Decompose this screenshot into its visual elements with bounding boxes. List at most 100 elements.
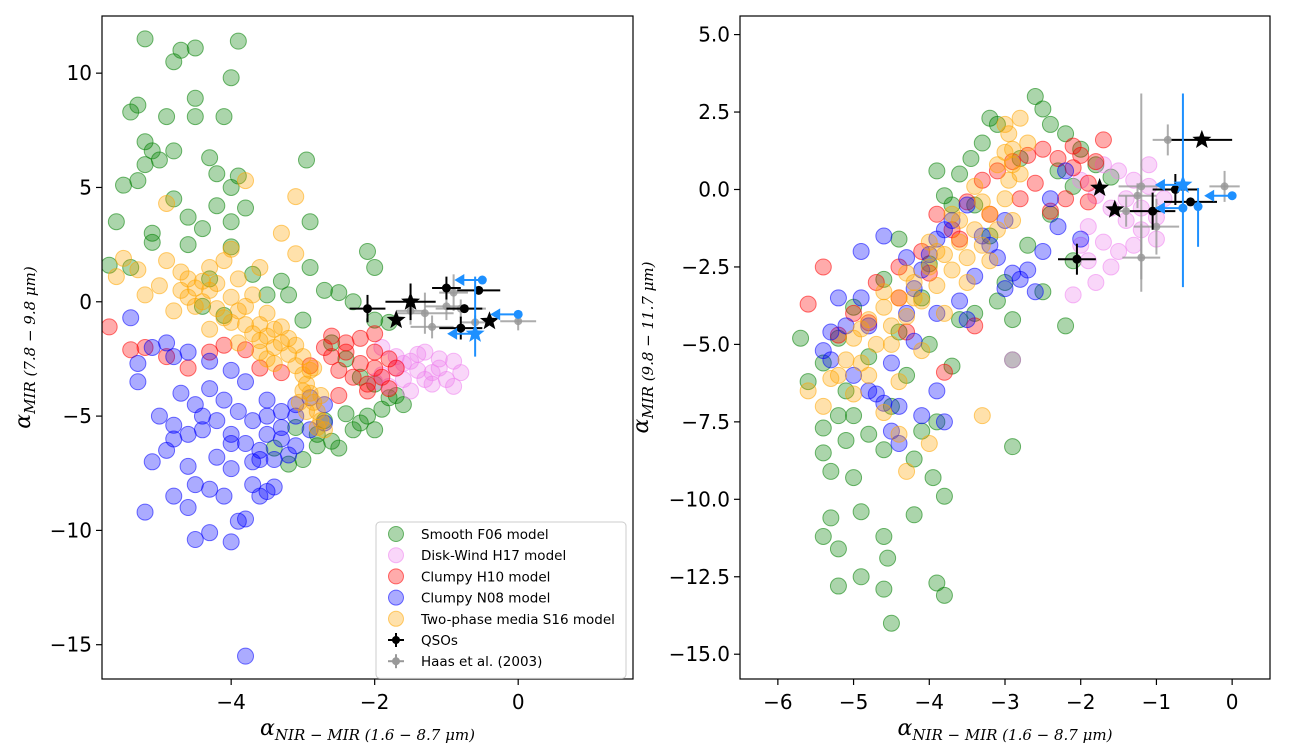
data-point bbox=[129, 355, 147, 373]
data-point bbox=[143, 142, 161, 160]
data-point bbox=[951, 233, 969, 251]
data-point bbox=[150, 151, 168, 169]
data-point bbox=[1041, 115, 1059, 133]
data-point bbox=[237, 341, 255, 359]
data-point bbox=[988, 221, 1006, 239]
data-point bbox=[222, 313, 240, 331]
data-point bbox=[882, 614, 900, 632]
data-point bbox=[129, 373, 147, 391]
data-point bbox=[387, 359, 405, 377]
data-point bbox=[1122, 207, 1131, 216]
data-point bbox=[222, 178, 240, 196]
data-point bbox=[222, 425, 240, 443]
legend-label: Haas et al. (2003) bbox=[421, 654, 542, 670]
legend-entry: QSOs bbox=[388, 633, 458, 649]
data-point bbox=[201, 343, 219, 361]
data-point bbox=[244, 325, 262, 343]
data-point bbox=[898, 462, 916, 480]
data-point bbox=[193, 293, 211, 311]
data-point bbox=[829, 366, 847, 384]
data-point bbox=[860, 382, 878, 400]
data-point bbox=[251, 343, 269, 361]
data-point bbox=[792, 329, 810, 347]
data-point bbox=[452, 364, 470, 382]
data-point bbox=[312, 387, 330, 405]
data-point bbox=[879, 549, 897, 567]
data-point bbox=[814, 444, 832, 462]
data-point bbox=[890, 435, 908, 453]
data-point bbox=[459, 304, 469, 314]
data-point bbox=[477, 275, 487, 285]
data-point bbox=[229, 403, 247, 421]
data-point bbox=[165, 142, 183, 160]
data-point bbox=[935, 586, 953, 604]
data-point bbox=[1087, 273, 1105, 291]
x-tick-label: 0 bbox=[1226, 690, 1239, 714]
data-point bbox=[150, 277, 168, 295]
data-point bbox=[1057, 190, 1075, 208]
data-point bbox=[258, 391, 276, 409]
data-point bbox=[294, 382, 312, 400]
data-point bbox=[935, 487, 953, 505]
y-tick-label: −7.5 bbox=[681, 410, 730, 434]
data-point bbox=[845, 385, 863, 403]
legend: Smooth F06 model Disk-Wind H17 model Clump… bbox=[375, 521, 627, 679]
data-point bbox=[287, 245, 305, 263]
data-point bbox=[290, 393, 308, 411]
data-point bbox=[1133, 191, 1142, 200]
data-point bbox=[294, 311, 312, 329]
data-point bbox=[882, 335, 900, 353]
data-point bbox=[150, 407, 168, 425]
data-point bbox=[337, 405, 355, 423]
data-point bbox=[136, 339, 154, 356]
data-point bbox=[186, 531, 204, 549]
data-point bbox=[962, 150, 980, 168]
data-point bbox=[973, 134, 991, 152]
data-point bbox=[287, 336, 305, 354]
data-point bbox=[330, 284, 348, 302]
data-point bbox=[1072, 254, 1082, 264]
legend-marker bbox=[392, 657, 400, 666]
data-point bbox=[1125, 236, 1143, 254]
legend-marker bbox=[388, 610, 404, 627]
data-point bbox=[1026, 283, 1044, 301]
data-point bbox=[172, 41, 190, 59]
data-point bbox=[158, 252, 176, 270]
data-point bbox=[280, 286, 298, 304]
data-point bbox=[229, 512, 247, 530]
data-point bbox=[122, 309, 140, 327]
data-point bbox=[193, 220, 211, 238]
data-point bbox=[1041, 202, 1059, 220]
data-point bbox=[958, 249, 976, 267]
plot-area bbox=[102, 30, 537, 665]
data-point bbox=[237, 172, 255, 190]
data-point bbox=[366, 343, 384, 361]
data-point bbox=[201, 352, 219, 370]
legend-box bbox=[375, 521, 627, 679]
data-point bbox=[958, 311, 976, 329]
data-point bbox=[229, 334, 247, 352]
star-marker bbox=[465, 323, 485, 342]
limit-arrow-head bbox=[1204, 189, 1215, 202]
data-point bbox=[441, 283, 451, 293]
data-point bbox=[158, 348, 176, 366]
right-scatter-plot: −6 −5 −4 −3 −2 −1 0 5.0 2.5 0.0 −2.5 −5.0 −7.5 −10.0 −… bbox=[629, 15, 1271, 744]
data-point bbox=[814, 527, 832, 545]
data-point bbox=[208, 448, 226, 466]
data-point bbox=[287, 188, 305, 206]
series-disk-wind-h17-model bbox=[366, 339, 470, 400]
limit-arrow-head bbox=[447, 327, 458, 340]
data-point bbox=[244, 286, 262, 304]
data-point bbox=[229, 32, 247, 50]
legend-entry: Haas et al. (2003) bbox=[388, 654, 542, 670]
data-point bbox=[1163, 135, 1172, 144]
data-point bbox=[158, 108, 176, 126]
legend-entry: Two-phase media S16 model bbox=[388, 610, 615, 628]
data-point bbox=[315, 339, 333, 356]
series-smooth-f06-model bbox=[792, 88, 1120, 632]
data-point bbox=[1064, 286, 1082, 304]
data-point bbox=[973, 236, 991, 254]
data-point bbox=[1019, 236, 1037, 254]
data-point bbox=[905, 280, 923, 298]
data-point bbox=[966, 177, 984, 195]
